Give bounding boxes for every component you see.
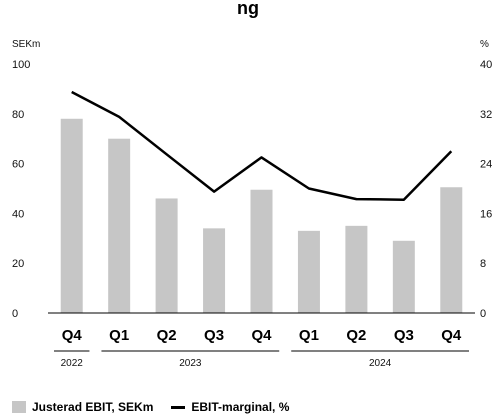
- legend-bar-label: Justerad EBIT, SEKm: [32, 400, 154, 414]
- bar: [60, 118, 83, 313]
- legend-line-label: EBIT-marginal, %: [191, 400, 290, 414]
- category-label: Q2: [346, 327, 366, 344]
- bar: [297, 230, 320, 313]
- legend-bar-swatch: [12, 401, 26, 413]
- legend: Justerad EBIT, SEKm EBIT-marginal, %: [12, 400, 289, 414]
- left-tick-label: 20: [12, 258, 24, 270]
- bar: [345, 225, 368, 313]
- category-label: Q4: [251, 327, 272, 344]
- bar: [108, 138, 131, 313]
- left-tick-label: 80: [12, 109, 24, 121]
- legend-line-swatch: [171, 405, 186, 409]
- bar: [203, 228, 226, 313]
- right-axis-unit: %: [480, 39, 489, 50]
- year-label: 2024: [369, 358, 392, 369]
- bar: [155, 198, 178, 313]
- category-label: Q1: [109, 327, 129, 344]
- left-tick-label: 0: [12, 308, 18, 320]
- right-tick-label: 40: [480, 59, 492, 71]
- margin-line: [71, 90, 453, 201]
- bar: [392, 240, 415, 313]
- left-tick-label: 100: [12, 59, 30, 71]
- bar: [250, 189, 273, 313]
- left-tick-label: 60: [12, 159, 24, 171]
- right-tick-label: 0: [480, 308, 486, 320]
- category-label: Q3: [394, 327, 414, 344]
- year-label: 2022: [61, 358, 84, 369]
- right-tick-label: 24: [480, 159, 492, 171]
- category-label: Q4: [62, 327, 83, 344]
- right-tick-label: 8: [480, 258, 486, 270]
- chart-title: ng: [237, 0, 259, 18]
- left-tick-label: 40: [12, 208, 24, 220]
- right-tick-label: 16: [480, 208, 492, 220]
- right-tick-label: 32: [480, 109, 492, 121]
- bar: [440, 187, 463, 313]
- category-label: Q1: [299, 327, 319, 344]
- category-label: Q2: [157, 327, 177, 344]
- category-label: Q3: [204, 327, 224, 344]
- category-label: Q4: [441, 327, 462, 344]
- left-axis-unit: SEKm: [12, 39, 40, 50]
- year-label: 2023: [179, 358, 202, 369]
